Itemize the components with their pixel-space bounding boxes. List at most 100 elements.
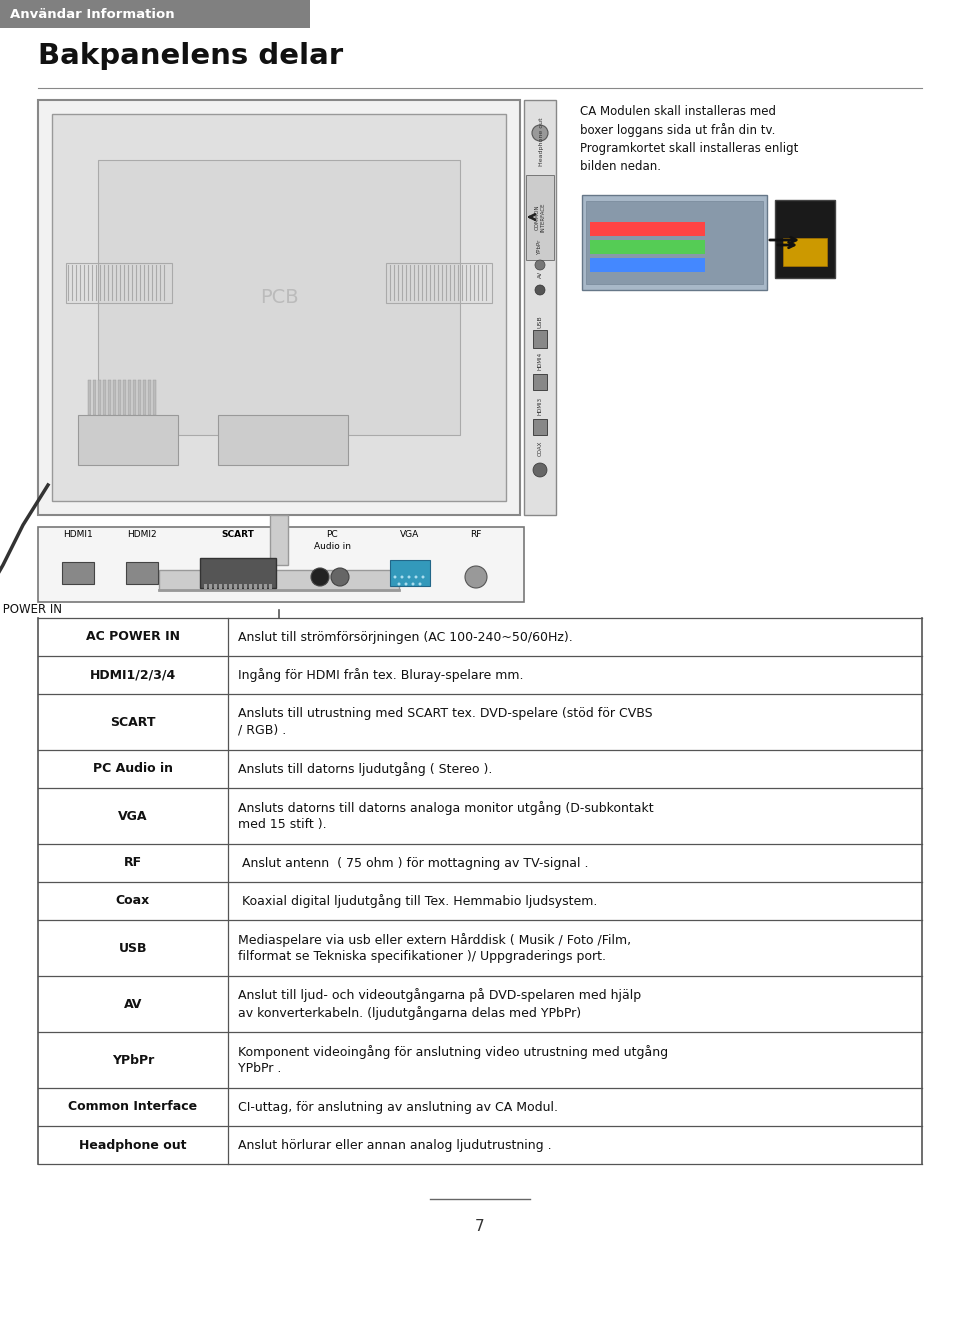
Text: Användar Information: Användar Information bbox=[10, 8, 175, 20]
Bar bbox=[143, 380, 146, 415]
Bar bbox=[524, 100, 556, 515]
Text: Ansluts till utrustning med SCART tex. DVD-spelare (stöd för CVBS
/ RGB) .: Ansluts till utrustning med SCART tex. D… bbox=[238, 707, 653, 736]
Bar bbox=[214, 584, 217, 589]
Text: USB: USB bbox=[538, 316, 542, 328]
Bar bbox=[38, 788, 922, 844]
Circle shape bbox=[535, 260, 545, 269]
Bar bbox=[38, 527, 524, 602]
Circle shape bbox=[412, 583, 415, 585]
Bar bbox=[270, 515, 288, 565]
Bar bbox=[234, 584, 237, 589]
Text: HDMI2: HDMI2 bbox=[127, 529, 156, 539]
Text: Anslut hörlurar eller annan analog ljudutrustning .: Anslut hörlurar eller annan analog ljudu… bbox=[238, 1139, 552, 1152]
Bar bbox=[224, 584, 227, 589]
Bar bbox=[38, 1127, 922, 1164]
Bar bbox=[159, 571, 399, 591]
Circle shape bbox=[535, 285, 545, 295]
Text: VGA: VGA bbox=[400, 529, 420, 539]
Circle shape bbox=[311, 568, 329, 587]
Bar bbox=[775, 200, 835, 277]
Bar bbox=[259, 584, 262, 589]
Text: RF: RF bbox=[124, 856, 142, 869]
Bar bbox=[38, 1032, 922, 1088]
Text: Koaxial digital ljudutgång till Tex. Hemmabio ljudsystem.: Koaxial digital ljudutgång till Tex. Hem… bbox=[238, 894, 597, 908]
Bar bbox=[38, 975, 922, 1032]
Bar bbox=[148, 380, 151, 415]
Text: PC Audio in: PC Audio in bbox=[93, 763, 173, 775]
Bar bbox=[123, 380, 126, 415]
Text: Ansluts datorns till datorns analoga monitor utgång (D-subkontakt
med 15 stift ): Ansluts datorns till datorns analoga mon… bbox=[238, 800, 654, 831]
Bar bbox=[586, 200, 763, 284]
Bar bbox=[590, 222, 705, 236]
Text: Common Interface: Common Interface bbox=[68, 1100, 198, 1113]
Bar bbox=[229, 584, 232, 589]
Circle shape bbox=[407, 576, 411, 579]
Bar bbox=[38, 882, 922, 920]
Bar bbox=[218, 415, 348, 464]
Bar bbox=[128, 380, 131, 415]
Bar bbox=[254, 584, 257, 589]
Text: CI-uttag, för anslutning av anslutning av CA Modul.: CI-uttag, för anslutning av anslutning a… bbox=[238, 1100, 558, 1113]
Text: USB: USB bbox=[119, 941, 147, 954]
Bar bbox=[239, 584, 242, 589]
Bar bbox=[88, 380, 91, 415]
Bar bbox=[133, 380, 136, 415]
Bar bbox=[200, 557, 276, 588]
Bar bbox=[533, 330, 547, 348]
Bar bbox=[386, 263, 492, 303]
Bar bbox=[62, 563, 94, 584]
Text: CA Modulen skall installeras med
boxer loggans sida ut från din tv.
Programkorte: CA Modulen skall installeras med boxer l… bbox=[580, 105, 799, 174]
Bar bbox=[533, 374, 547, 390]
Text: Komponent videoingång för anslutning video utrustning med utgång
YPbPr .: Komponent videoingång för anslutning vid… bbox=[238, 1044, 668, 1075]
Bar bbox=[269, 584, 272, 589]
Bar bbox=[219, 584, 222, 589]
Circle shape bbox=[419, 583, 421, 585]
Text: Anslut till strömförsörjningen (AC 100-240~50/60Hz).: Anslut till strömförsörjningen (AC 100-2… bbox=[238, 630, 573, 644]
Text: PCB: PCB bbox=[260, 288, 299, 307]
Bar bbox=[153, 380, 156, 415]
Bar bbox=[582, 195, 767, 291]
Text: Headphone out: Headphone out bbox=[540, 117, 544, 166]
Text: YPbPr: YPbPr bbox=[538, 240, 542, 255]
Text: YPbPr: YPbPr bbox=[112, 1054, 155, 1067]
Text: SCART: SCART bbox=[222, 529, 254, 539]
Text: COMMON
INTERFACE: COMMON INTERFACE bbox=[535, 203, 545, 232]
Bar bbox=[590, 257, 705, 272]
Circle shape bbox=[397, 583, 400, 585]
Bar bbox=[204, 584, 207, 589]
Circle shape bbox=[533, 463, 547, 476]
Text: AV: AV bbox=[538, 271, 542, 277]
Bar bbox=[93, 380, 96, 415]
Text: AC POWER IN: AC POWER IN bbox=[86, 630, 180, 644]
Text: Coax: Coax bbox=[116, 894, 150, 908]
Bar bbox=[264, 584, 267, 589]
Text: HDMI4: HDMI4 bbox=[538, 352, 542, 370]
Bar bbox=[590, 240, 705, 253]
Text: VGA: VGA bbox=[118, 809, 148, 823]
Bar bbox=[244, 584, 247, 589]
Bar bbox=[38, 618, 922, 656]
Bar bbox=[38, 694, 922, 750]
Bar bbox=[108, 380, 111, 415]
Text: SCART: SCART bbox=[110, 715, 156, 729]
Bar bbox=[526, 175, 554, 260]
Circle shape bbox=[331, 568, 349, 587]
Bar bbox=[38, 656, 922, 694]
Bar bbox=[38, 1088, 922, 1127]
Text: AC POWER IN: AC POWER IN bbox=[0, 602, 62, 616]
Circle shape bbox=[394, 576, 396, 579]
Circle shape bbox=[415, 576, 418, 579]
Circle shape bbox=[404, 583, 407, 585]
Bar bbox=[113, 380, 116, 415]
Text: HDMI1: HDMI1 bbox=[63, 529, 93, 539]
Bar bbox=[98, 161, 460, 435]
Circle shape bbox=[421, 576, 424, 579]
Bar bbox=[78, 415, 178, 464]
Bar bbox=[209, 584, 212, 589]
Bar bbox=[118, 380, 121, 415]
Circle shape bbox=[465, 567, 487, 588]
Bar bbox=[38, 920, 922, 975]
Bar bbox=[38, 100, 520, 515]
Text: Mediaspelare via usb eller extern Hårddisk ( Musik / Foto /Film,
filformat se Te: Mediaspelare via usb eller extern Hårddi… bbox=[238, 933, 631, 963]
Text: HDMI1/2/3/4: HDMI1/2/3/4 bbox=[90, 669, 176, 682]
